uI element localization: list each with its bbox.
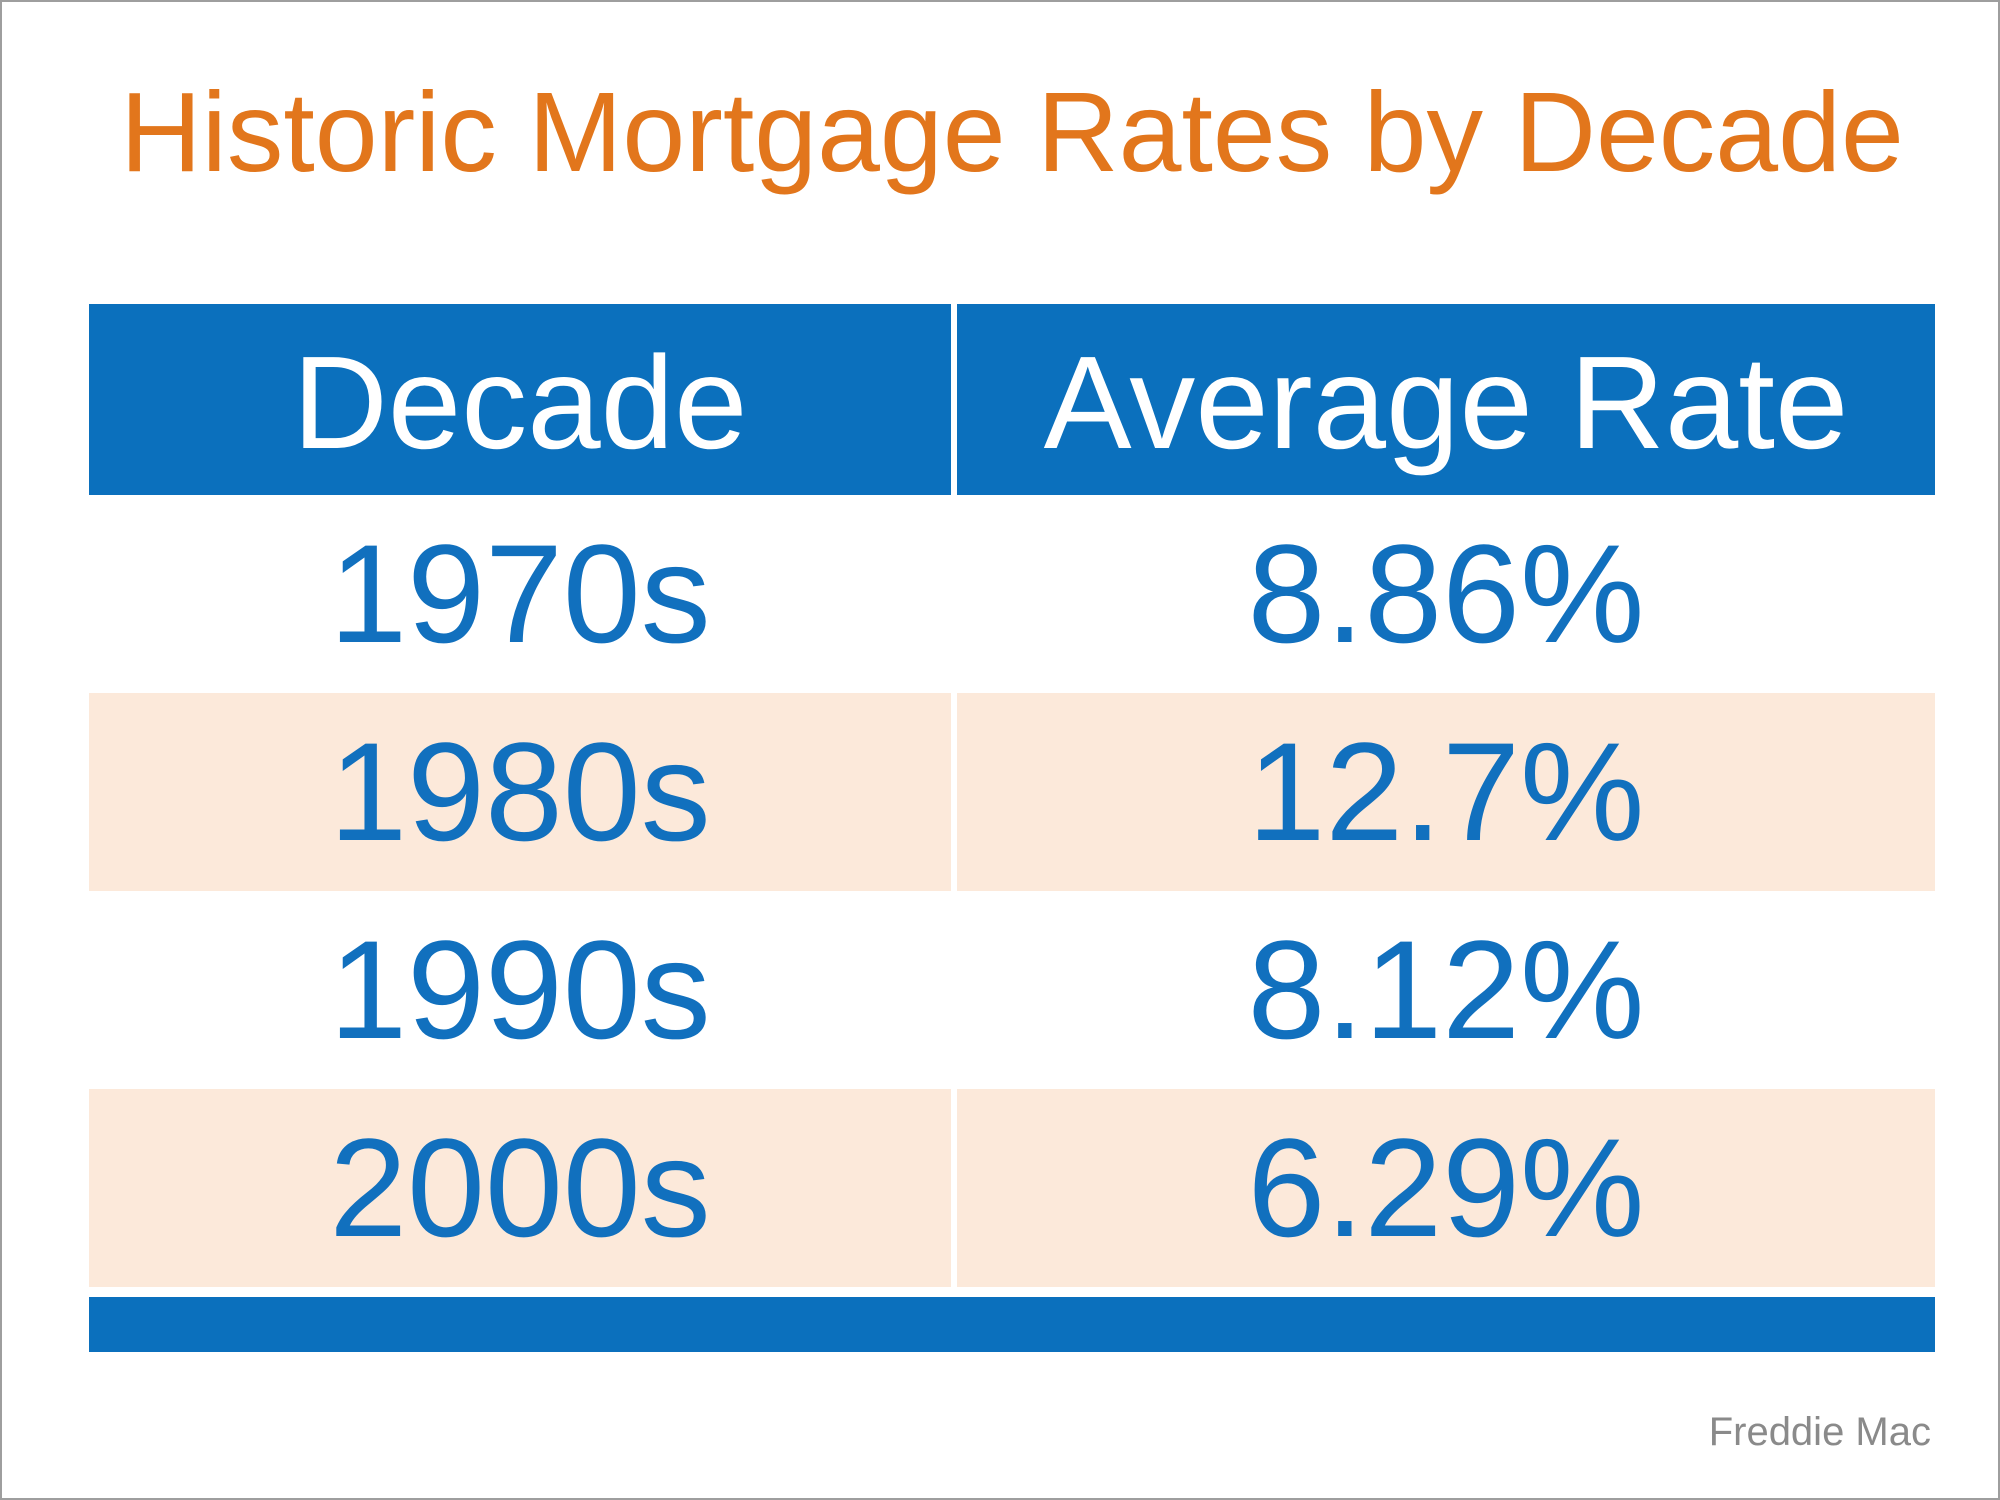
table-row: 1990s 8.12% (89, 891, 1935, 1089)
source-attribution: Freddie Mac (1708, 1410, 1931, 1454)
average-rate-cell: 8.86% (1247, 515, 1645, 672)
average-rate-cell: 12.7% (957, 693, 1935, 891)
table-header-row: Decade Average Rate (89, 304, 1935, 495)
table-row: 2000s 6.29% (89, 1089, 1935, 1287)
mortgage-rates-table: Decade Average Rate 1970s 8.86% 1980s 12… (89, 304, 1935, 1287)
table-row: 1980s 12.7% (89, 693, 1935, 891)
footer-accent-bar (89, 1297, 1935, 1352)
table-row: 1970s 8.86% (89, 495, 1935, 693)
page-title: Historic Mortgage Rates by Decade (120, 69, 1904, 195)
average-rate-cell: 6.29% (957, 1089, 1935, 1287)
average-rate-cell: 8.12% (1247, 911, 1645, 1068)
column-header-average-rate: Average Rate (957, 304, 1935, 495)
decade-cell: 1970s (329, 515, 711, 672)
decade-cell: 2000s (89, 1089, 951, 1287)
decade-cell: 1990s (329, 911, 711, 1068)
column-header-decade: Decade (89, 304, 951, 495)
decade-cell: 1980s (89, 693, 951, 891)
